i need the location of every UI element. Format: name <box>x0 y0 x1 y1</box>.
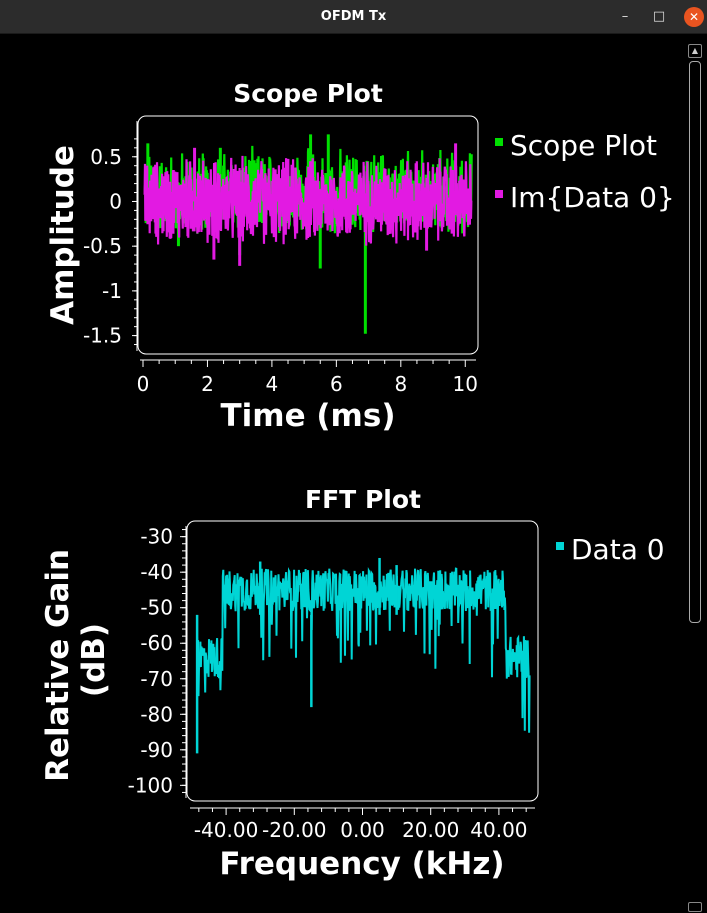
plots-canvas: Scope Plot 0.5 0 -0.5 -1 -1.5 0 2 4 6 8 10 Time (… <box>40 79 675 882</box>
scope-series-line-1 <box>143 155 473 246</box>
scope-y-tick-label: -0.5 <box>83 234 122 258</box>
fft-y-tick-label: -60 <box>140 631 173 655</box>
scope-y-tick-label: -1 <box>102 279 122 303</box>
scope-legend-swatch <box>495 190 503 198</box>
fft-x-tick-label: 20.00 <box>402 818 459 842</box>
fft-x-axis-label: Frequency (kHz) <box>219 846 504 882</box>
fft-series-group <box>195 557 531 754</box>
scope-series-group <box>143 134 473 334</box>
close-button[interactable]: ✕ <box>684 7 704 27</box>
fft-y-tick-label: -30 <box>140 525 173 549</box>
fft-y-tick-label: -90 <box>140 738 173 762</box>
scope-x-tick-label: 6 <box>330 372 343 396</box>
scope-x-tick-label: 0 <box>137 372 150 396</box>
fft-x-tick-label: -40.00 <box>194 818 258 842</box>
window-title: OFDM Tx <box>320 9 387 24</box>
scope-y-tick-label: -1.5 <box>83 324 122 348</box>
fft-y-axis-label-line-1: Relative Gain <box>40 549 76 782</box>
fft-x-ticks: -40.00 -20.00 0.00 20.00 40.00 <box>190 807 535 842</box>
fft-y-tick-label: -70 <box>140 667 173 691</box>
scope-legend: Scope Plot Im{Data 0} <box>495 129 675 214</box>
fft-y-tick-label: -50 <box>140 596 173 620</box>
fft-y-tick-label: -40 <box>140 560 173 584</box>
fft-legend-swatch <box>556 542 564 550</box>
scope-y-axis-label: Amplitude <box>45 145 81 325</box>
fft-y-tick-label: -100 <box>128 773 173 797</box>
scope-legend-label: Scope Plot <box>510 129 657 162</box>
fft-x-tick-label: -20.00 <box>262 818 326 842</box>
minimize-button[interactable]: – <box>621 9 629 24</box>
fft-y-ticks: -30 -40 -50 -60 -70 -80 -90 -100 <box>128 525 187 798</box>
scope-x-tick-label: 8 <box>394 372 407 396</box>
scroll-down-arrow-icon[interactable] <box>688 902 702 912</box>
fft-series-line-0 <box>196 566 531 733</box>
scope-y-ticks: 0.5 0 -0.5 -1 -1.5 <box>83 121 138 351</box>
fft-x-tick-label: 40.00 <box>470 818 527 842</box>
scope-x-ticks: 0 2 4 6 8 10 <box>137 359 478 396</box>
fft-y-axis-label: Relative Gain (dB) <box>40 538 112 782</box>
scope-x-tick-label: 10 <box>453 372 478 396</box>
scrollbar-thumb[interactable] <box>689 61 701 623</box>
scope-legend-swatch <box>495 138 503 146</box>
scope-legend-label: Im{Data 0} <box>510 181 675 214</box>
scope-x-axis-label: Time (ms) <box>221 398 396 434</box>
fft-y-tick-label: -80 <box>140 702 173 726</box>
scroll-up-arrow-icon[interactable]: ▲ <box>688 44 702 58</box>
fft-plot-canvas[interactable] <box>186 520 539 802</box>
fft-x-tick-label: 0.00 <box>340 818 385 842</box>
plot-area: Scope Plot 0.5 0 -0.5 -1 -1.5 0 2 4 6 8 10 Time (… <box>0 34 707 909</box>
scope-x-tick-label: 4 <box>266 372 279 396</box>
scope-plot-title: Scope Plot <box>233 79 383 108</box>
scope-y-tick-label: 0.5 <box>90 145 122 169</box>
scope-x-tick-label: 2 <box>201 372 214 396</box>
scope-plot: Scope Plot 0.5 0 -0.5 -1 -1.5 0 2 4 6 8 10 Time (… <box>45 79 675 434</box>
fft-y-axis-label-line-2: (dB) <box>76 623 112 697</box>
vertical-scrollbar[interactable]: ▲ <box>688 44 702 912</box>
fft-legend: Data 0 <box>556 533 665 566</box>
fft-plot: FFT Plot -30 -40 -50 -60 -70 -80 -90 -100 -40.0… <box>40 485 665 882</box>
scope-y-tick-label: 0 <box>109 189 122 213</box>
fft-legend-label: Data 0 <box>571 533 665 566</box>
maximize-button[interactable]: □ <box>652 9 666 24</box>
fft-plot-title: FFT Plot <box>305 485 421 514</box>
title-bar: OFDM Tx – □ ✕ <box>0 0 707 34</box>
